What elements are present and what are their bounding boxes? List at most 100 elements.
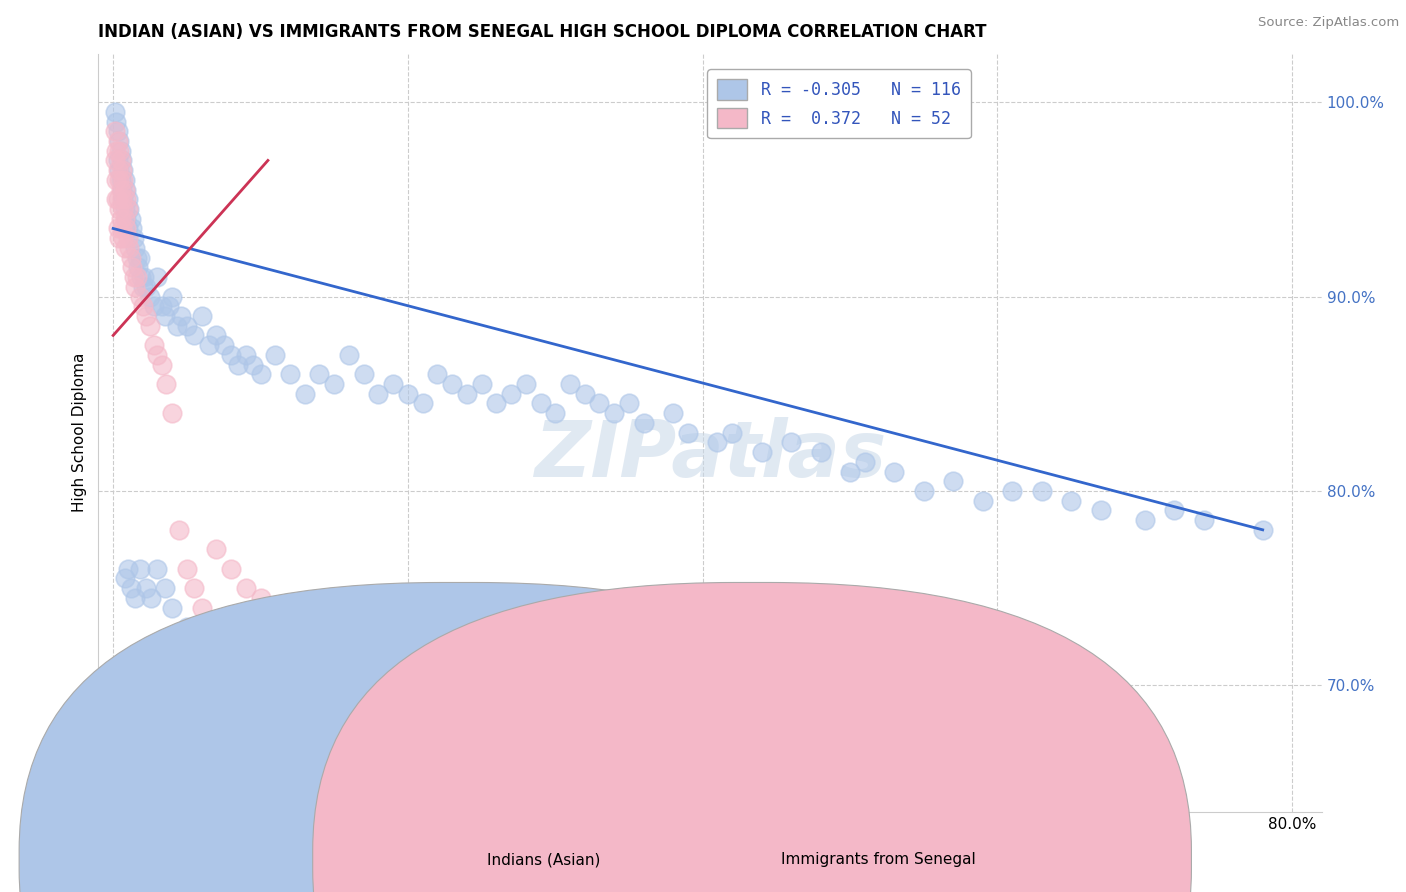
Point bbox=[111, 221, 134, 235]
Point bbox=[112, 173, 135, 187]
Point bbox=[111, 163, 134, 178]
Point bbox=[122, 270, 145, 285]
Point bbox=[471, 377, 494, 392]
Point bbox=[104, 124, 127, 138]
Point bbox=[294, 386, 316, 401]
Point bbox=[588, 396, 610, 410]
Point bbox=[122, 231, 145, 245]
Point bbox=[143, 338, 166, 352]
Point bbox=[121, 260, 143, 275]
Point bbox=[153, 309, 176, 323]
Point bbox=[323, 377, 346, 392]
Point bbox=[135, 309, 157, 323]
Point bbox=[308, 737, 330, 751]
Point bbox=[219, 678, 242, 692]
Point bbox=[219, 562, 242, 576]
Text: Source: ZipAtlas.com: Source: ZipAtlas.com bbox=[1258, 16, 1399, 29]
Point bbox=[112, 202, 135, 216]
Point bbox=[676, 425, 699, 440]
Point bbox=[160, 406, 183, 420]
Point bbox=[278, 368, 301, 382]
Point bbox=[114, 183, 136, 197]
Point bbox=[115, 211, 138, 226]
Point bbox=[111, 192, 134, 206]
Point bbox=[160, 600, 183, 615]
Point bbox=[131, 280, 153, 294]
Point bbox=[367, 386, 389, 401]
Point bbox=[108, 173, 131, 187]
Point bbox=[112, 163, 135, 178]
Point bbox=[412, 396, 434, 410]
Point bbox=[751, 445, 773, 459]
Point bbox=[972, 493, 994, 508]
Point bbox=[153, 581, 176, 595]
Point bbox=[111, 153, 134, 168]
Point bbox=[558, 377, 581, 392]
Point bbox=[176, 318, 198, 333]
Point bbox=[278, 717, 301, 731]
Point bbox=[190, 309, 212, 323]
Y-axis label: High School Diploma: High School Diploma bbox=[72, 353, 87, 512]
Point bbox=[883, 465, 905, 479]
Point bbox=[205, 659, 228, 673]
Point bbox=[160, 289, 183, 303]
Point bbox=[529, 396, 551, 410]
Point bbox=[426, 368, 449, 382]
Point bbox=[139, 289, 162, 303]
Point bbox=[721, 425, 744, 440]
Point bbox=[308, 368, 330, 382]
Point bbox=[105, 173, 128, 187]
Text: INDIAN (ASIAN) VS IMMIGRANTS FROM SENEGAL HIGH SCHOOL DIPLOMA CORRELATION CHART: INDIAN (ASIAN) VS IMMIGRANTS FROM SENEGA… bbox=[98, 23, 987, 41]
Point bbox=[150, 299, 173, 313]
Point bbox=[120, 251, 142, 265]
Point bbox=[1251, 523, 1274, 537]
Point bbox=[396, 386, 419, 401]
Point bbox=[114, 241, 136, 255]
Point bbox=[382, 377, 405, 392]
Point bbox=[249, 368, 271, 382]
Point bbox=[441, 377, 464, 392]
Point bbox=[129, 270, 152, 285]
Point bbox=[1192, 513, 1215, 527]
Point bbox=[124, 591, 146, 605]
Text: ZIPatlas: ZIPatlas bbox=[534, 417, 886, 493]
Point bbox=[125, 251, 148, 265]
Point bbox=[228, 358, 250, 372]
Point bbox=[485, 396, 508, 410]
Point bbox=[108, 163, 131, 178]
Point bbox=[105, 144, 128, 158]
Point bbox=[1031, 483, 1053, 498]
Point bbox=[169, 523, 191, 537]
Point bbox=[110, 183, 132, 197]
Point bbox=[135, 280, 157, 294]
Point bbox=[205, 542, 228, 557]
Point bbox=[170, 309, 193, 323]
Point bbox=[105, 192, 128, 206]
Point bbox=[108, 231, 131, 245]
Point bbox=[839, 465, 862, 479]
Point bbox=[104, 153, 127, 168]
Point bbox=[146, 270, 169, 285]
Point bbox=[117, 562, 139, 576]
Point bbox=[125, 270, 148, 285]
Point bbox=[127, 260, 149, 275]
Point bbox=[132, 270, 155, 285]
Point bbox=[107, 134, 129, 148]
Point bbox=[249, 591, 271, 605]
Point bbox=[1133, 513, 1156, 527]
Point bbox=[633, 416, 655, 430]
Point bbox=[706, 435, 728, 450]
Point bbox=[183, 581, 205, 595]
Legend: R = -0.305   N = 116, R =  0.372   N = 52: R = -0.305 N = 116, R = 0.372 N = 52 bbox=[707, 70, 970, 138]
Point bbox=[128, 289, 150, 303]
Point bbox=[108, 202, 131, 216]
Point bbox=[108, 144, 131, 158]
Point bbox=[235, 348, 257, 362]
Point bbox=[114, 571, 136, 585]
Point bbox=[135, 581, 157, 595]
Point bbox=[212, 338, 235, 352]
Point bbox=[104, 104, 127, 119]
Point bbox=[337, 756, 360, 771]
Point bbox=[111, 183, 134, 197]
Point bbox=[143, 299, 166, 313]
